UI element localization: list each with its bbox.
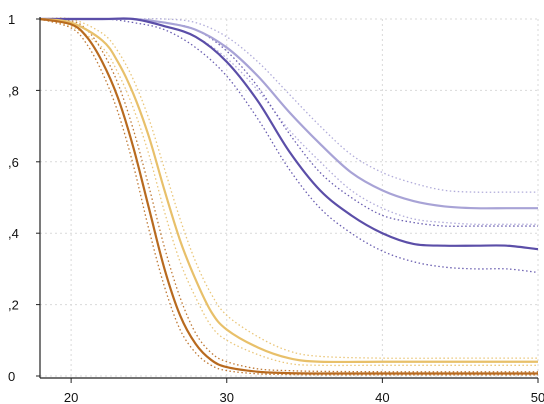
axes xyxy=(39,17,538,379)
y-tick-label: 1 xyxy=(8,12,15,27)
y-tick-label: ,2 xyxy=(8,298,19,313)
series-1-ci-lower xyxy=(39,18,539,274)
series-3-line xyxy=(39,17,538,375)
series-1-ci-upper xyxy=(39,18,538,227)
series-2-line xyxy=(39,17,538,364)
x-axis-ticks: 20 30 40 50 xyxy=(64,378,544,404)
series-0-ci-upper xyxy=(39,18,538,193)
y-axis-ticks: 0 ,2 ,4 ,6 ,8 1 xyxy=(8,12,40,384)
series-3-ci-upper xyxy=(39,18,538,373)
series-2-ci-upper xyxy=(39,17,538,359)
y-tick-label: ,4 xyxy=(8,226,19,241)
x-tick-label: 30 xyxy=(220,390,234,404)
series-2-ci-lower xyxy=(39,18,538,367)
y-tick-label: 0 xyxy=(8,369,15,384)
series-lines xyxy=(39,17,539,375)
grid xyxy=(40,18,539,377)
confidence-bands xyxy=(39,17,539,376)
series-3-ci-lower xyxy=(39,18,538,376)
y-tick-label: ,6 xyxy=(8,155,19,170)
series-1-line xyxy=(39,17,539,251)
y-tick-label: ,8 xyxy=(8,83,19,98)
series-0-ci-lower xyxy=(39,17,538,226)
x-tick-label: 40 xyxy=(375,390,389,404)
series-0-line xyxy=(39,17,538,210)
x-tick-label: 50 xyxy=(531,390,544,404)
x-tick-label: 20 xyxy=(64,390,78,404)
